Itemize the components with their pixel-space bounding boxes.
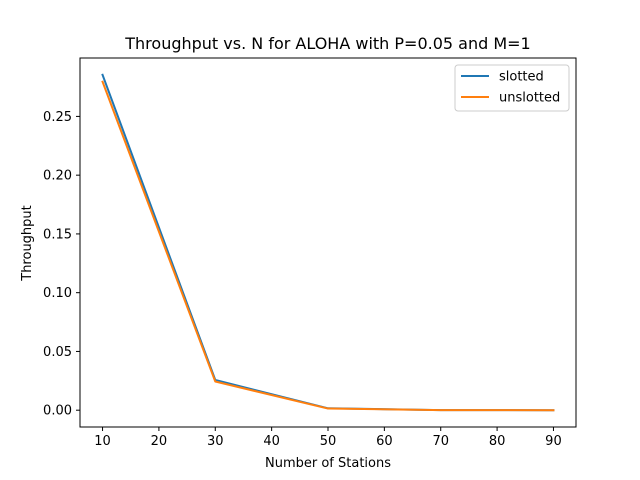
y-tick-label: 0.15 xyxy=(43,227,72,242)
x-tick-label: 50 xyxy=(320,434,337,449)
x-axis-label: Number of Stations xyxy=(265,456,391,471)
series-line-unslotted xyxy=(101,80,555,412)
y-tick-label: 0.20 xyxy=(43,169,72,184)
legend: slotted unslotted xyxy=(454,64,570,112)
plot-area: 10 20 30 40 50 60 70 80 90 0.00 0.05 0.10 0.15 0.20 0.… xyxy=(43,57,577,449)
x-tick-label: 10 xyxy=(94,434,111,449)
legend-label-unslotted: unslotted xyxy=(499,91,560,106)
x-tick-label: 20 xyxy=(151,434,168,449)
y-tick-label: 0.00 xyxy=(43,404,72,419)
x-tick-label: 30 xyxy=(207,434,224,449)
y-tick-label: 0.05 xyxy=(43,345,72,360)
x-tick-label: 60 xyxy=(376,434,393,449)
y-tick-label: 0.10 xyxy=(43,286,72,301)
y-axis-label: Throughput xyxy=(20,205,35,282)
chart-title: Throughput vs. N for ALOHA with P=0.05 a… xyxy=(124,34,530,53)
x-tick-label: 80 xyxy=(489,434,506,449)
x-tick-label: 40 xyxy=(263,434,280,449)
x-tick-label: 90 xyxy=(545,434,562,449)
x-tick-label: 70 xyxy=(432,434,449,449)
legend-label-slotted: slotted xyxy=(499,70,544,85)
y-tick-label: 0.25 xyxy=(43,110,72,125)
